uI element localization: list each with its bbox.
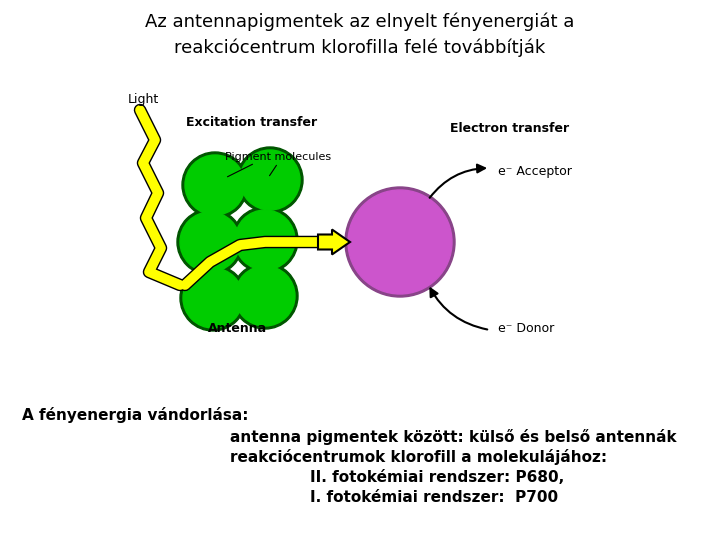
Circle shape: [237, 147, 303, 213]
Text: II. fotokémiai rendszer: P680,: II. fotokémiai rendszer: P680,: [310, 469, 564, 484]
Text: antenna pigmentek között: külső és belső antennák: antenna pigmentek között: külső és belső…: [230, 429, 677, 445]
Circle shape: [180, 212, 240, 272]
Text: reakciócentrumok klorofill a molekulájához:: reakciócentrumok klorofill a molekulájáh…: [230, 449, 607, 465]
Text: e⁻ Acceptor: e⁻ Acceptor: [498, 165, 572, 179]
Text: A fényenergia vándorlása:: A fényenergia vándorlása:: [22, 407, 248, 423]
Text: e⁻ Donor: e⁻ Donor: [498, 321, 554, 334]
Circle shape: [345, 187, 455, 297]
Text: reakciócentrum klorofilla felé továbbítják: reakciócentrum klorofilla felé továbbítj…: [174, 39, 546, 57]
FancyArrowPatch shape: [431, 288, 487, 329]
Circle shape: [182, 152, 248, 218]
Circle shape: [235, 266, 295, 326]
FancyArrowPatch shape: [430, 165, 485, 198]
Circle shape: [348, 190, 452, 294]
Text: Az antennapigmentek az elnyelt fényenergiát a: Az antennapigmentek az elnyelt fényenerg…: [145, 13, 575, 31]
Text: I. fotokémiai rendszer:  P700: I. fotokémiai rendszer: P700: [310, 489, 558, 504]
Circle shape: [232, 263, 298, 329]
FancyArrow shape: [318, 230, 350, 254]
Circle shape: [177, 209, 243, 275]
Circle shape: [232, 207, 298, 273]
Text: Pigment molecules: Pigment molecules: [225, 152, 331, 162]
Text: Light: Light: [128, 93, 159, 106]
Circle shape: [180, 265, 246, 331]
Text: Antenna: Antenna: [208, 321, 268, 334]
Text: Electron transfer: Electron transfer: [451, 122, 570, 134]
Text: Excitation transfer: Excitation transfer: [186, 116, 318, 129]
Circle shape: [183, 268, 243, 328]
Circle shape: [235, 210, 295, 270]
Circle shape: [240, 150, 300, 210]
Circle shape: [185, 155, 245, 215]
